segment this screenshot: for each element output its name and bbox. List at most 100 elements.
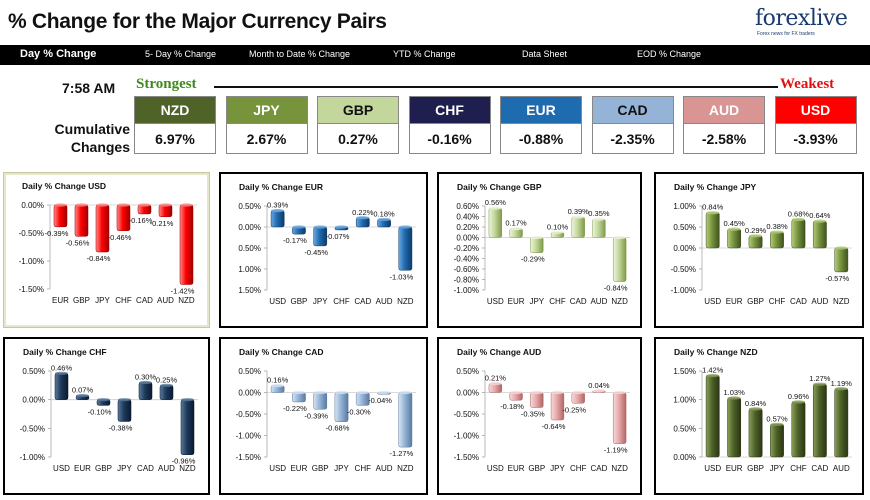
- bar-aud: [159, 385, 174, 400]
- tab-ytd-change[interactable]: YTD % Change: [393, 49, 456, 59]
- bar-nzd: [180, 399, 195, 455]
- chart-panel-jpy[interactable]: Daily % Change JPY 1.00% 0.50% 0.00% -0.50% -…: [654, 172, 864, 328]
- x-tick-label: EUR: [726, 464, 743, 473]
- bar-cap: [791, 400, 806, 404]
- tab-5-day-change[interactable]: 5- Day % Change: [145, 49, 217, 59]
- y-tick-label: 0.00%: [238, 223, 261, 232]
- bar-cap: [551, 390, 564, 395]
- y-tick-label: 0.50%: [22, 367, 45, 376]
- chart-panel-eur[interactable]: Daily % Change EUR 0.50% 0.00% 0.50% 1.00% 1.…: [219, 172, 428, 328]
- bar-cap: [791, 217, 806, 222]
- y-tick-label: -0.50%: [454, 410, 479, 419]
- data-label: -0.21%: [150, 219, 174, 228]
- x-tick-label: NZD: [611, 464, 628, 473]
- y-tick-label: 1.50%: [673, 367, 696, 376]
- y-tick-label: -1.00%: [19, 257, 44, 266]
- chart-title: Daily % Change CHF: [23, 347, 107, 357]
- x-tick-label: JPY: [529, 297, 544, 306]
- y-tick-label: 0.00%: [21, 201, 44, 210]
- data-label: -0.45%: [304, 248, 328, 257]
- bar-cap: [116, 203, 131, 207]
- y-tick-label: 0.00%: [22, 396, 45, 405]
- x-tick-label: NZD: [833, 297, 850, 306]
- x-tick-label: GBP: [747, 297, 764, 306]
- bar-cap: [159, 383, 174, 387]
- chart-panel-usd[interactable]: Daily % Change USD 0.00% -0.50% -1.00% -1.50…: [3, 172, 210, 328]
- data-label: -0.38%: [109, 423, 133, 432]
- x-tick-label: CAD: [590, 464, 607, 473]
- tab-data-sheet[interactable]: Data Sheet: [522, 49, 568, 59]
- data-label: -0.39%: [304, 411, 328, 420]
- bar-cap: [180, 398, 195, 402]
- chart-title: Daily % Change NZD: [674, 347, 758, 357]
- y-tick-label: 0.00%: [456, 234, 479, 243]
- bar-usd: [705, 212, 720, 249]
- data-label: -0.96%: [172, 457, 196, 466]
- bar-cap: [727, 227, 741, 231]
- data-label: 0.39%: [568, 207, 590, 216]
- currency-cumulative-value: 6.97%: [155, 131, 195, 147]
- bar-cap: [770, 422, 784, 426]
- logo-text: forexlive: [755, 6, 848, 31]
- bar-cap: [292, 390, 306, 395]
- bar-cap: [613, 390, 627, 395]
- chart-svg: Daily % Change GBP0.60%0.40%0.20%0.00%-0…: [454, 182, 630, 306]
- data-label: -0.25%: [562, 405, 586, 414]
- x-tick-label: EUR: [508, 297, 525, 306]
- x-tick-label: USD: [704, 297, 721, 306]
- x-tick-label: GBP: [73, 296, 90, 305]
- data-label: -0.84%: [87, 254, 111, 263]
- y-tick-label: 1.00%: [673, 396, 696, 405]
- currency-name: JPY: [226, 97, 307, 124]
- x-tick-label: NZD: [179, 464, 196, 473]
- bar-nzd: [612, 237, 627, 282]
- bar-jpy: [95, 204, 110, 253]
- bar-cap: [398, 225, 412, 229]
- y-tick-label: 0.00%: [456, 389, 479, 398]
- chart-svg: Daily % Change USD 0.00% -0.50% -1.00% -1.50…: [19, 181, 197, 305]
- tab-eod-change[interactable]: EOD % Change: [637, 49, 702, 59]
- x-tick-label: USD: [487, 464, 504, 473]
- y-tick-label: -0.80%: [454, 276, 479, 285]
- data-label: -0.07%: [326, 232, 350, 241]
- chart-panel-cad[interactable]: Daily % Change CAD 0.50% 0.00% -0.50% -1.00%…: [219, 337, 428, 495]
- bar-jpy: [770, 424, 784, 458]
- chart-panel-nzd[interactable]: Daily % Change NZD 1.50% 1.00% 0.50% 0.00% 1.…: [654, 337, 864, 495]
- x-tick-label: USD: [269, 297, 286, 306]
- y-tick-label: -1.50%: [454, 453, 479, 462]
- y-tick-label: 0.50%: [673, 223, 696, 232]
- chart-title: Daily % Change CAD: [239, 347, 324, 357]
- currency-box-aud: AUD -2.58%: [683, 96, 765, 154]
- x-tick-label: CAD: [570, 297, 587, 306]
- y-tick-label: -0.60%: [454, 265, 479, 274]
- chart-panel-aud[interactable]: Daily % Change AUD 0.50% 0.00% -0.50% -1.00%…: [437, 337, 642, 495]
- bar-cap: [509, 226, 523, 231]
- x-tick-label: CHF: [115, 296, 132, 305]
- x-tick-label: GBP: [747, 464, 764, 473]
- bar-cap: [138, 380, 153, 385]
- chart-panel-gbp[interactable]: Daily % Change GBP 0.60% 0.40% 0.20% 0.00% -0…: [437, 172, 642, 328]
- data-label: 0.16%: [267, 376, 289, 385]
- chart-panel-chf[interactable]: Daily % Change CHF 0.50% 0.00% -0.50% -1.00%…: [3, 337, 210, 495]
- bar-cap: [770, 230, 784, 234]
- bar-nzd: [398, 226, 413, 271]
- x-tick-label: NZD: [178, 296, 195, 305]
- data-label: -0.39%: [45, 229, 69, 238]
- data-label: -0.10%: [88, 407, 112, 416]
- data-label: -1.19%: [604, 446, 628, 455]
- forexlive-logo: forexlive Forex news for FX traders: [755, 6, 848, 40]
- bar-cap: [571, 390, 585, 395]
- bar-cap: [551, 230, 564, 234]
- y-tick-label: -1.00%: [671, 286, 696, 295]
- data-label: 0.25%: [156, 375, 178, 384]
- tab-day-change[interactable]: Day % Change: [20, 48, 97, 60]
- currency-box-eur: EUR -0.88%: [500, 96, 582, 154]
- x-tick-label: CAD: [790, 297, 807, 306]
- currency-cumulative-value: 2.67%: [246, 131, 287, 147]
- x-tick-label: AUD: [376, 297, 393, 306]
- bar-cap: [271, 209, 285, 213]
- tab-month-to-date[interactable]: Month to Date % Change: [249, 49, 351, 59]
- bar-cap: [530, 235, 544, 240]
- currency-cumulative-value: -0.16%: [427, 131, 472, 147]
- chart-title: Daily % Change JPY: [674, 182, 757, 192]
